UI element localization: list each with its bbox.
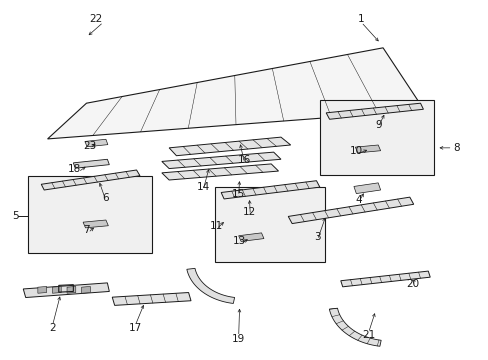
Text: 22: 22 bbox=[89, 14, 102, 24]
Polygon shape bbox=[73, 159, 109, 168]
Polygon shape bbox=[221, 181, 319, 199]
Text: 11: 11 bbox=[209, 221, 223, 231]
Polygon shape bbox=[162, 152, 281, 168]
Polygon shape bbox=[186, 268, 234, 303]
Text: 17: 17 bbox=[128, 323, 142, 333]
Bar bbox=[28, 176, 152, 253]
Bar bbox=[215, 187, 324, 262]
Text: 13: 13 bbox=[233, 236, 246, 246]
Text: 19: 19 bbox=[232, 334, 245, 344]
Bar bbox=[319, 100, 433, 175]
Text: 1: 1 bbox=[357, 14, 364, 24]
Polygon shape bbox=[85, 139, 108, 147]
Polygon shape bbox=[340, 271, 429, 287]
Text: 12: 12 bbox=[242, 207, 255, 217]
Text: 8: 8 bbox=[453, 143, 459, 153]
Polygon shape bbox=[355, 145, 380, 153]
Polygon shape bbox=[162, 164, 278, 180]
Polygon shape bbox=[238, 233, 264, 242]
Polygon shape bbox=[81, 287, 90, 293]
Polygon shape bbox=[83, 220, 108, 228]
Polygon shape bbox=[47, 48, 424, 139]
Text: 16: 16 bbox=[237, 156, 251, 165]
Text: 23: 23 bbox=[83, 141, 96, 151]
Polygon shape bbox=[112, 293, 191, 305]
Polygon shape bbox=[41, 170, 140, 190]
Text: 21: 21 bbox=[361, 330, 374, 341]
Text: 10: 10 bbox=[349, 147, 362, 157]
Polygon shape bbox=[353, 183, 380, 194]
Polygon shape bbox=[52, 287, 61, 293]
Text: 6: 6 bbox=[102, 193, 109, 203]
Polygon shape bbox=[23, 283, 109, 297]
Text: 14: 14 bbox=[196, 182, 209, 192]
Polygon shape bbox=[169, 137, 290, 156]
Text: 18: 18 bbox=[67, 164, 81, 174]
Polygon shape bbox=[38, 287, 46, 293]
Text: 4: 4 bbox=[355, 195, 361, 204]
Text: 15: 15 bbox=[232, 189, 245, 199]
Text: 7: 7 bbox=[83, 225, 90, 235]
Polygon shape bbox=[329, 308, 381, 346]
Text: 9: 9 bbox=[374, 120, 381, 130]
Text: 20: 20 bbox=[406, 279, 419, 289]
Text: 5: 5 bbox=[13, 211, 19, 221]
Polygon shape bbox=[287, 197, 413, 224]
Polygon shape bbox=[325, 103, 423, 119]
Text: 2: 2 bbox=[49, 323, 56, 333]
Text: 3: 3 bbox=[313, 232, 320, 242]
Polygon shape bbox=[67, 287, 76, 293]
